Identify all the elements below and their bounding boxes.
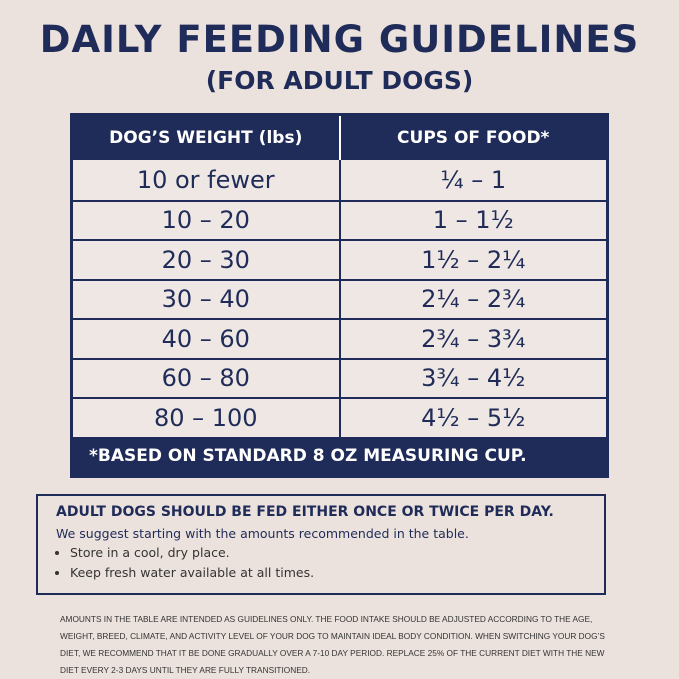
table-row: 80 – 100 4½ – 5½ (73, 397, 606, 437)
column-header: DOG’S WEIGHT (lbs) (109, 128, 303, 148)
weight-cell: 10 or fewer (136, 165, 275, 194)
weight-cell: 80 – 100 (153, 403, 258, 432)
bullet-item: Keep fresh water available at all times. (70, 565, 586, 580)
column-header: CUPS OF FOOD* (338, 116, 607, 160)
feeding-table: DOG’S WEIGHT (lbs) CUPS OF FOOD* 10 or f… (70, 113, 609, 478)
cups-cell: 4½ – 5½ (338, 399, 607, 437)
table-row: 10 or fewer ¼ – 1 (73, 160, 606, 200)
bullet-item: Store in a cool, dry place. (70, 545, 586, 560)
title: DAILY FEEDING GUIDELINES (39, 18, 640, 61)
subtitle: (FOR ADULT DOGS) (205, 66, 474, 95)
disclaimer: AMOUNTS IN THE TABLE ARE INTENDED AS GUI… (60, 614, 605, 675)
weight-cell: 60 – 80 (161, 364, 250, 393)
cups-cell: 1½ – 2¼ (338, 241, 607, 279)
cups-cell: 3¾ – 4½ (338, 359, 607, 397)
table-row: 40 – 60 2¾ – 3¾ (73, 318, 606, 358)
note-heading: ADULT DOGS SHOULD BE FED EITHER ONCE OR … (56, 504, 554, 520)
table-header: DOG’S WEIGHT (lbs) CUPS OF FOOD* (73, 116, 606, 160)
table-row: 30 – 40 2¼ – 2¾ (73, 278, 607, 318)
note-bullets: Store in a cool, dry place. Keep fresh wa… (56, 545, 586, 580)
cups-cell: 2¾ – 3¾ (338, 320, 607, 358)
note-text: We suggest starting with the amounts rec… (56, 526, 469, 541)
table-row: 10 – 20 1 – 1½ (73, 199, 607, 239)
weight-cell: 20 – 30 (161, 245, 250, 274)
note-box: ADULT DOGS SHOULD BE FED EITHER ONCE OR … (36, 494, 606, 595)
weight-cell: 10 – 20 (161, 206, 250, 235)
weight-cell: 40 – 60 (161, 324, 250, 353)
table-row: 20 – 30 1½ – 2¼ (73, 239, 606, 279)
cups-cell: 2¼ – 2¾ (338, 280, 607, 318)
table-body: 10 or fewer ¼ – 1 10 – 20 1 – 1½ 20 – 30 1½ –… (73, 160, 606, 437)
cups-cell: ¼ – 1 (338, 160, 607, 200)
table-row: 60 – 80 3¾ – 4½ (73, 357, 607, 397)
weight-cell: 30 – 40 (161, 285, 250, 314)
table-footnote: *BASED ON STANDARD 8 OZ MEASURING CUP. (73, 436, 606, 475)
cups-cell: 1 – 1½ (338, 201, 607, 239)
